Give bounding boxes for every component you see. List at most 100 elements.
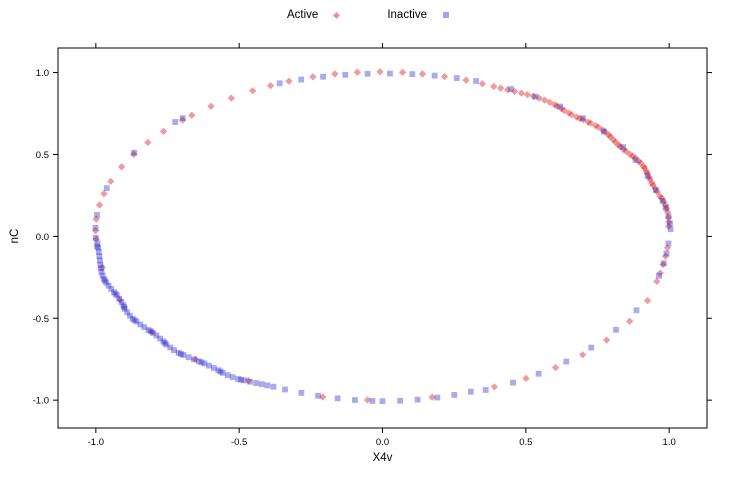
data-point-inactive — [198, 359, 205, 366]
inactive-square-icon — [442, 12, 449, 18]
data-point-inactive — [298, 389, 305, 396]
data-point-inactive — [229, 374, 236, 381]
data-point-inactive — [369, 398, 376, 404]
data-point-active — [639, 162, 648, 171]
data-point-inactive — [121, 305, 128, 312]
data-point-inactive — [414, 396, 421, 403]
data-point-inactive — [211, 365, 217, 371]
data-point-inactive — [264, 382, 271, 389]
data-point-inactive — [185, 354, 192, 361]
data-point-inactive — [92, 234, 99, 241]
data-point-active — [331, 70, 339, 78]
data-point-active — [376, 68, 384, 76]
data-point-inactive — [535, 370, 542, 377]
data-point-active — [551, 363, 560, 372]
data-point-inactive — [397, 397, 403, 404]
data-point-inactive — [667, 220, 673, 227]
y-tick-label: 1.0 — [36, 68, 49, 79]
data-point-active — [609, 136, 618, 144]
y-axis-title: nC — [9, 228, 21, 244]
data-point-active — [92, 235, 100, 243]
data-point-inactive — [179, 115, 186, 122]
data-point-active — [178, 116, 187, 124]
data-point-inactive — [620, 144, 626, 151]
data-point-inactive — [95, 244, 102, 251]
data-point-active — [576, 114, 584, 123]
data-point-inactive — [167, 344, 174, 351]
data-point-active — [319, 393, 327, 401]
data-point-inactive — [235, 376, 242, 382]
data-point-inactive — [467, 388, 474, 395]
data-point-active — [626, 150, 634, 159]
data-point-active — [249, 87, 257, 95]
data-point-inactive — [662, 204, 669, 211]
data-point-active — [462, 76, 470, 84]
data-point-active — [130, 150, 138, 158]
data-point-active — [605, 131, 613, 139]
data-point-active — [107, 177, 115, 186]
data-point-active — [643, 296, 652, 305]
data-point-active — [285, 77, 293, 85]
data-point-inactive — [453, 75, 460, 81]
data-point-inactive — [334, 395, 341, 402]
data-point-inactive — [665, 213, 672, 220]
data-point-inactive — [111, 289, 117, 296]
data-point-active — [661, 252, 670, 260]
data-point-inactive — [99, 272, 106, 279]
data-point-active — [643, 169, 651, 178]
data-point-active — [266, 81, 275, 90]
data-point-inactive — [224, 372, 231, 379]
data-point-active — [159, 127, 168, 136]
legend: Active Inactive — [0, 9, 736, 21]
data-point-inactive — [663, 250, 670, 257]
data-point-inactive — [580, 115, 586, 122]
data-point-inactive — [219, 369, 226, 376]
data-point-inactive — [510, 379, 516, 386]
data-point-inactive — [157, 335, 163, 342]
data-point-inactive — [118, 299, 125, 306]
data-point-active — [586, 119, 595, 127]
data-point-inactive — [588, 344, 595, 351]
x-tick-label: 0.5 — [519, 437, 532, 448]
data-point-inactive — [161, 340, 168, 346]
data-point-active — [579, 116, 587, 124]
data-point-inactive — [163, 341, 170, 348]
data-point-inactive — [532, 93, 539, 100]
data-point-active — [648, 179, 656, 187]
data-point-inactive — [131, 317, 138, 324]
data-point-inactive — [97, 265, 104, 272]
data-point-inactive — [379, 398, 386, 405]
data-point-active — [659, 260, 667, 269]
data-point-active — [599, 126, 607, 134]
data-point-active — [611, 138, 620, 146]
data-point-active — [664, 214, 673, 222]
data-point-inactive — [175, 349, 182, 356]
data-point-inactive — [352, 397, 358, 403]
data-point-active — [497, 84, 505, 92]
data-point-inactive — [665, 240, 672, 247]
data-point-inactive — [238, 376, 244, 383]
data-point-inactive — [320, 73, 327, 80]
data-point-active — [656, 269, 664, 277]
data-point-inactive — [153, 332, 160, 339]
data-point-inactive — [121, 304, 127, 311]
data-point-active — [661, 201, 670, 209]
data-point-inactive — [160, 338, 167, 345]
data-point-inactive — [342, 71, 349, 78]
data-point-inactive — [253, 380, 260, 386]
data-point-inactive — [434, 394, 441, 401]
data-point-inactive — [126, 312, 133, 319]
x-tick-label: -1.0 — [88, 437, 104, 448]
active-diamond-icon — [333, 11, 341, 19]
y-tick-label: -1.0 — [33, 396, 49, 407]
data-point-inactive — [270, 383, 277, 390]
data-point-inactive — [215, 367, 222, 374]
data-point-active — [95, 201, 104, 209]
data-point-inactive — [120, 302, 127, 309]
data-point-active — [91, 226, 100, 235]
data-point-inactive — [387, 70, 393, 77]
data-point-inactive — [241, 377, 247, 384]
data-point-active — [478, 80, 487, 88]
